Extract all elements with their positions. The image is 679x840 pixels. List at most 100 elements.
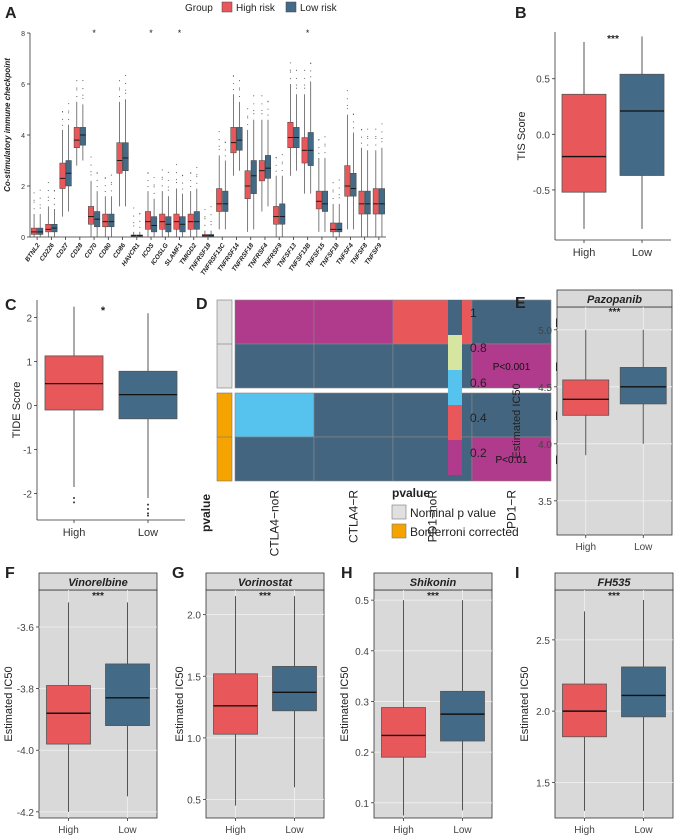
heat-cell: [471, 343, 552, 389]
panel-A-outlier: [224, 149, 226, 151]
panel-A-outlier: [125, 82, 127, 85]
panel-A-box-low: [321, 190, 328, 212]
panel-A-outlier: [318, 152, 320, 154]
panel-A-outlier: [289, 62, 291, 64]
panel-A-outlier: [110, 181, 112, 183]
panel-F-ytick-label: -4.0: [17, 746, 35, 757]
scale-tick-label: 0.6: [470, 376, 487, 390]
panel-A-outlier: [304, 84, 306, 86]
panel-A-outlier: [253, 95, 255, 97]
legend-swatch-high: [221, 1, 233, 13]
panel-A-outlier: [324, 136, 326, 138]
panel-A-box-low: [37, 227, 44, 235]
panel-A-outlier: [68, 110, 70, 112]
panel-A-outlier: [68, 103, 70, 105]
panel-A-ytick-label: 8: [21, 31, 25, 38]
heat-cell: [471, 392, 552, 438]
panel-A-outlier: [62, 124, 64, 126]
panel-A-outlier: [204, 208, 206, 211]
panel-B-box-low: [619, 73, 665, 176]
panel-A-outlier: [133, 215, 135, 217]
panel-H-ytick-label: 0.4: [355, 647, 369, 658]
panel-F-strip: [38, 572, 158, 591]
panel-H-strip: [373, 572, 493, 591]
panel-A-outlier: [153, 192, 155, 195]
panel-B-xtick-label: High: [573, 247, 596, 259]
panel-A-outlier: [261, 95, 263, 97]
panel-E-background: [556, 306, 673, 536]
panel-A-box-low: [336, 222, 343, 233]
panel-A-outlier: [281, 161, 283, 163]
panel-A-box-high: [102, 213, 109, 228]
scale-segment: [448, 370, 462, 405]
panel-A-significance: *: [306, 28, 310, 38]
panel-A-box-low: [378, 188, 385, 215]
panel-H-xtick-label: Low: [453, 825, 472, 836]
panel-A-ylabel: Co-stimulatory immune checkpoint: [3, 58, 12, 192]
panel-A-letter: A: [5, 5, 17, 22]
panel-A-outlier: [133, 225, 135, 227]
panel-G-box-high: [213, 673, 258, 735]
anno-axis-title: pvalue: [199, 494, 213, 532]
panel-I-ytick-label: 2.0: [536, 707, 550, 718]
heat-cell: [234, 436, 315, 482]
heat-cell-label: P<0.01: [496, 455, 528, 466]
panel-A-outlier: [310, 70, 312, 72]
panel-A-outlier: [247, 124, 249, 126]
panel-A-box-low: [222, 190, 229, 212]
panel-A-outlier: [90, 174, 92, 176]
panel-A-outlier: [210, 224, 212, 226]
panel-A-outlier: [161, 185, 163, 187]
panel-A-outlier: [96, 172, 98, 174]
panel-A-box-low: [151, 216, 158, 233]
panel-A-outlier: [289, 71, 291, 73]
panel-A-box-high: [73, 127, 80, 148]
panel-A-outlier: [338, 197, 340, 199]
panel-A-xtick-label: CD70: [83, 242, 98, 260]
panel-A-outlier: [275, 164, 277, 166]
panel-A-outlier: [346, 98, 348, 100]
panel-F-ytick-label: -3.6: [17, 623, 35, 634]
panel-A-outlier: [167, 186, 169, 188]
panel-A-outlier: [261, 113, 263, 115]
panel-A-box-high: [59, 162, 66, 189]
panel-A-outlier: [76, 89, 78, 91]
panel-A-outlier: [167, 179, 169, 181]
panel-A-outlier: [324, 145, 326, 147]
panel-A-outlier: [125, 74, 127, 76]
panel-A-outlier: [53, 190, 55, 192]
panel-A-box-high: [230, 127, 237, 154]
panel-E-letter: E: [515, 295, 526, 312]
panel-A-outlier: [147, 179, 149, 182]
panel-A-box-high: [244, 170, 251, 199]
panel-A-outlier: [367, 137, 369, 139]
panel-F-ylabel: Estimated IC50: [3, 666, 15, 741]
panel-A-outlier: [318, 139, 320, 141]
panel-A-outlier: [375, 144, 377, 146]
panel-A-outlier: [104, 177, 106, 179]
panel-H-xtick-label: High: [393, 825, 414, 836]
panel-A-outlier: [175, 164, 178, 166]
panel-A-box-low: [307, 132, 314, 166]
panel-A-significance: *: [149, 28, 153, 38]
panel-E-xtick-label: Low: [634, 542, 653, 553]
panel-A-outlier: [104, 191, 106, 193]
panel-A-ytick-label: 2: [21, 184, 25, 191]
panel-A-outlier: [375, 135, 377, 138]
panel-A-box-low: [79, 127, 86, 146]
panel-G-strip: [205, 572, 325, 591]
panel-C-outlier: [147, 512, 149, 515]
panel-C-outlier: [147, 508, 149, 510]
panel-A-outlier: [304, 69, 306, 71]
heat-cell: [234, 392, 315, 438]
panel-A-outlier: [196, 174, 198, 176]
panel-A-outlier: [375, 137, 377, 139]
panel-A-outlier: [218, 145, 220, 147]
panel-H-ytick-label: 0.3: [355, 697, 369, 708]
panel-C-ytick-label: 0: [26, 402, 32, 413]
panel-A-outlier: [118, 80, 121, 82]
panel-A-outlier: [82, 94, 84, 96]
panel-A-outlier: [182, 188, 184, 190]
panel-G-ylabel: Estimated IC50: [174, 666, 186, 741]
scale-tick-label: 0.2: [470, 446, 487, 460]
